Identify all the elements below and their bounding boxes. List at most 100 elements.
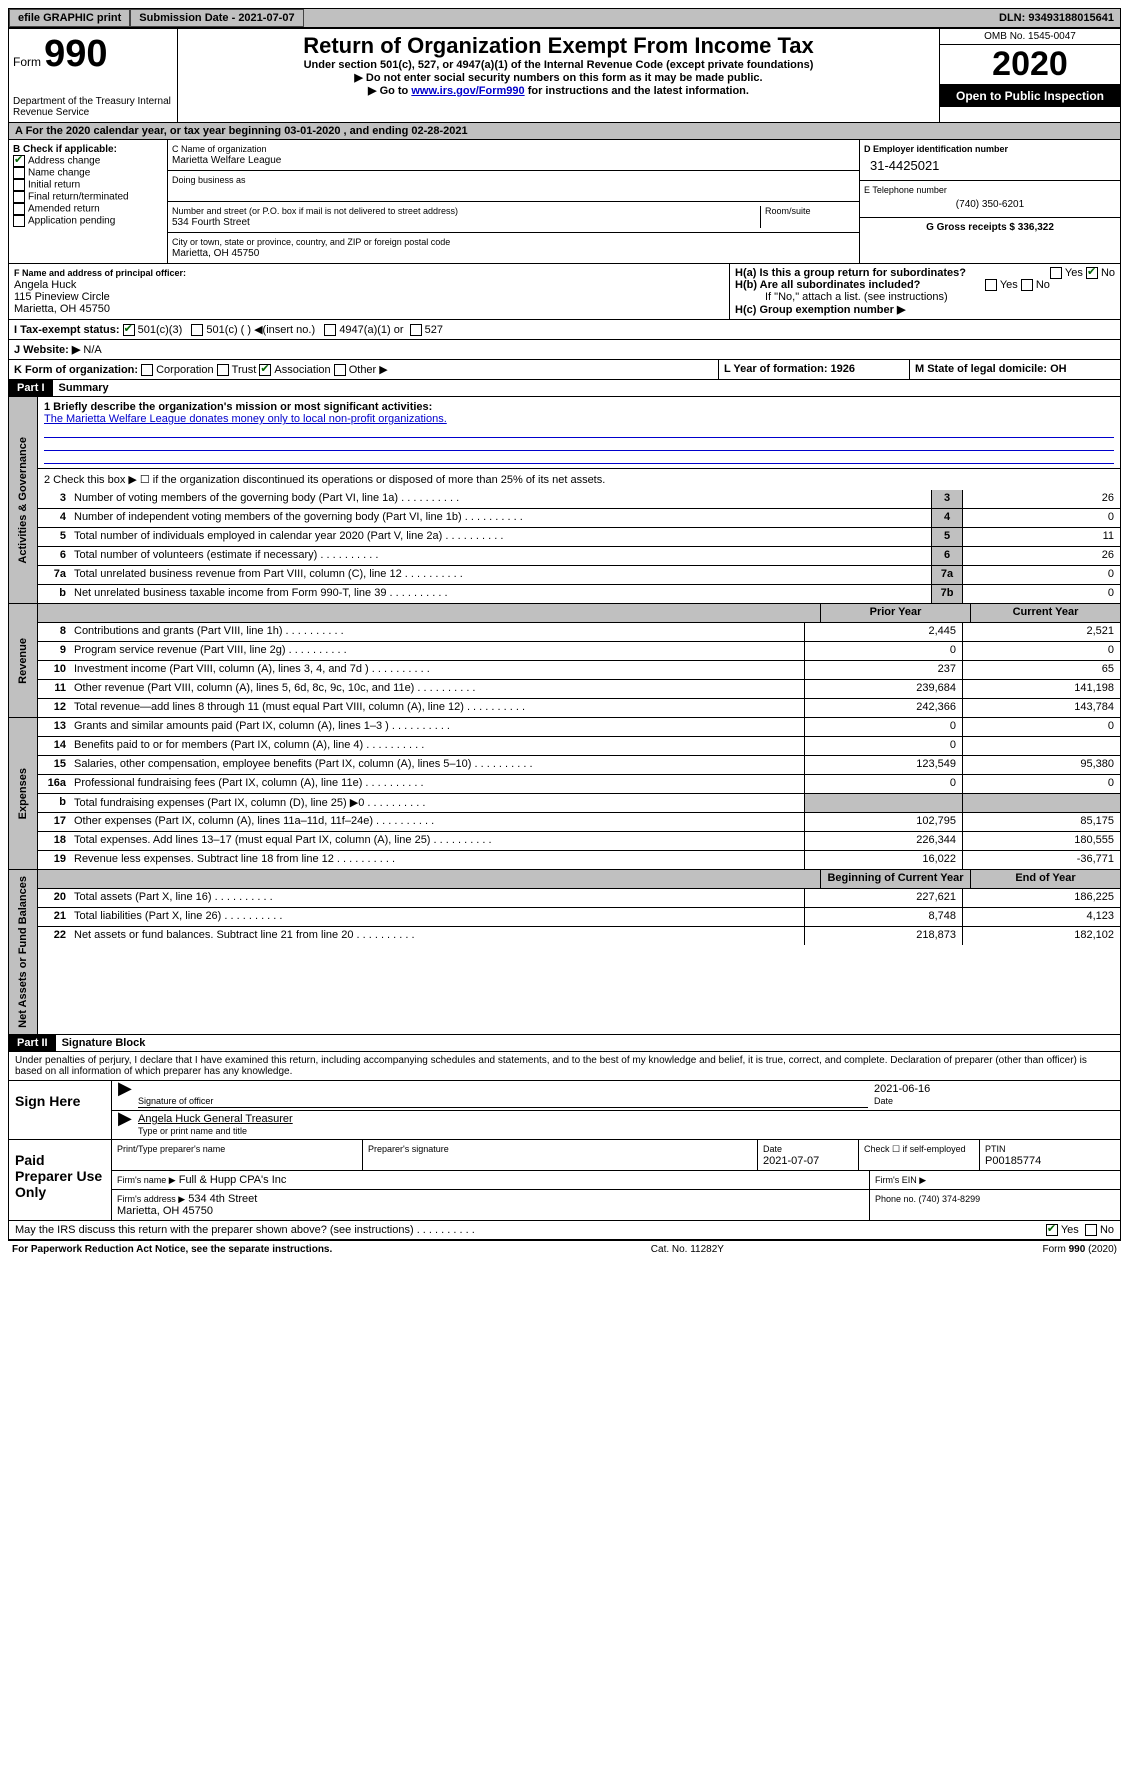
- current-year-header: Current Year: [970, 604, 1120, 622]
- form-subtitle: Under section 501(c), 527, or 4947(a)(1)…: [182, 59, 935, 71]
- i-4947[interactable]: [324, 324, 336, 336]
- hb-note: If "No," attach a list. (see instruction…: [735, 291, 1115, 303]
- k-trust[interactable]: [217, 364, 229, 376]
- discuss-yes[interactable]: [1046, 1224, 1058, 1236]
- website-value: N/A: [83, 344, 101, 356]
- city-state-zip: Marietta, OH 45750: [172, 248, 259, 259]
- summary-governance: Activities & Governance 1 Briefly descri…: [9, 397, 1120, 604]
- l-year-formation: L Year of formation: 1926: [724, 363, 855, 375]
- firm-name: Full & Hupp CPA's Inc: [179, 1174, 287, 1186]
- section-j: J Website: ▶ N/A: [9, 340, 1120, 360]
- checkbox-amended[interactable]: [13, 203, 25, 215]
- city-label: City or town, state or province, country…: [172, 237, 450, 247]
- org-name: Marietta Welfare League: [172, 155, 281, 166]
- c-name-label: C Name of organization: [172, 144, 267, 154]
- section-bcde: B Check if applicable: Address change Na…: [9, 140, 1120, 264]
- k-corp[interactable]: [141, 364, 153, 376]
- open-inspection: Open to Public Inspection: [940, 85, 1120, 107]
- mission-text: The Marietta Welfare League donates mone…: [44, 413, 447, 425]
- omb-number: OMB No. 1545-0047: [940, 29, 1120, 45]
- topbar: efile GRAPHIC print Submission Date - 20…: [8, 8, 1121, 28]
- prior-year-header: Prior Year: [820, 604, 970, 622]
- phone-value: (740) 350-6201: [864, 196, 1116, 213]
- i-527[interactable]: [410, 324, 422, 336]
- efile-button[interactable]: efile GRAPHIC print: [9, 9, 130, 27]
- part2-title: Signature Block: [56, 1037, 146, 1049]
- form-header: Form 990 Department of the Treasury Inte…: [9, 29, 1120, 123]
- hb-no[interactable]: [1021, 279, 1033, 291]
- summary-netassets: Net Assets or Fund Balances Beginning of…: [9, 870, 1120, 1035]
- instr-goto: ▶ Go to www.irs.gov/Form990 for instruct…: [182, 84, 935, 97]
- part2-badge: Part II: [9, 1035, 56, 1051]
- vlabel-netassets: Net Assets or Fund Balances: [15, 870, 31, 1034]
- dept-label: Department of the Treasury Internal Reve…: [13, 96, 173, 118]
- section-fh: F Name and address of principal officer:…: [9, 264, 1120, 320]
- ptin-value: P00185774: [985, 1155, 1041, 1167]
- eoy-header: End of Year: [970, 870, 1120, 888]
- i-501c3[interactable]: [123, 324, 135, 336]
- checkbox-final-return[interactable]: [13, 191, 25, 203]
- firm-phone: Phone no. (740) 374-8299: [875, 1194, 980, 1204]
- ha-label: H(a) Is this a group return for subordin…: [735, 267, 966, 279]
- checkbox-initial-return[interactable]: [13, 179, 25, 191]
- summary-expenses: Expenses 13Grants and similar amounts pa…: [9, 718, 1120, 870]
- instr-no-ssn: ▶ Do not enter social security numbers o…: [182, 71, 935, 84]
- part1-badge: Part I: [9, 380, 53, 396]
- officer-addr2: Marietta, OH 45750: [14, 303, 110, 315]
- prep-date: 2021-07-07: [763, 1155, 819, 1167]
- q2-text: 2 Check this box ▶ ☐ if the organization…: [38, 469, 1120, 490]
- vlabel-expenses: Expenses: [15, 762, 31, 825]
- form-title: Return of Organization Exempt From Incom…: [182, 33, 935, 59]
- part2-header-row: Part II Signature Block: [9, 1035, 1120, 1052]
- paid-prep-label: Paid Preparer Use Only: [9, 1140, 112, 1220]
- tax-year: 2020: [940, 45, 1120, 85]
- checkbox-address-change[interactable]: [13, 155, 25, 167]
- e-phone-label: E Telephone number: [864, 185, 947, 195]
- room-label: Room/suite: [765, 206, 811, 216]
- officer-addr1: 115 Pineview Circle: [14, 291, 110, 303]
- footer-right: Form 990 (2020): [1043, 1244, 1117, 1255]
- form-word: Form: [13, 55, 41, 69]
- hc-label: H(c) Group exemption number ▶: [735, 304, 905, 316]
- perjury-statement: Under penalties of perjury, I declare th…: [9, 1052, 1120, 1081]
- hb-yes[interactable]: [985, 279, 997, 291]
- q1-label: 1 Briefly describe the organization's mi…: [44, 401, 432, 413]
- i-501c[interactable]: [191, 324, 203, 336]
- ha-yes[interactable]: [1050, 267, 1062, 279]
- submission-date-button[interactable]: Submission Date - 2021-07-07: [130, 9, 303, 27]
- vlabel-governance: Activities & Governance: [15, 431, 31, 570]
- col-b-checkboxes: B Check if applicable: Address change Na…: [9, 140, 168, 263]
- vlabel-revenue: Revenue: [15, 632, 31, 690]
- sig-date1: 2021-06-16: [874, 1083, 930, 1095]
- discuss-row: May the IRS discuss this return with the…: [9, 1221, 1120, 1240]
- part1-header-row: Part I Summary: [9, 380, 1120, 397]
- checkbox-application-pending[interactable]: [13, 215, 25, 227]
- discuss-no[interactable]: [1085, 1224, 1097, 1236]
- firm-ein-label: Firm's EIN ▶: [875, 1175, 926, 1185]
- page-footer: For Paperwork Reduction Act Notice, see …: [8, 1241, 1121, 1258]
- ha-no[interactable]: [1086, 267, 1098, 279]
- self-employed-check[interactable]: Check ☐ if self-employed: [864, 1144, 966, 1154]
- footer-left: For Paperwork Reduction Act Notice, see …: [12, 1244, 332, 1255]
- form-number: 990: [44, 33, 107, 75]
- dba-label: Doing business as: [172, 175, 246, 185]
- bcy-header: Beginning of Current Year: [820, 870, 970, 888]
- hb-label: H(b) Are all subordinates included?: [735, 279, 920, 291]
- street-address: 534 Fourth Street: [172, 217, 250, 228]
- checkbox-name-change[interactable]: [13, 167, 25, 179]
- row-a-tax-year: A For the 2020 calendar year, or tax yea…: [9, 123, 1120, 140]
- section-i: I Tax-exempt status: 501(c)(3) 501(c) ( …: [9, 320, 1120, 340]
- k-assoc[interactable]: [259, 364, 271, 376]
- form-container: Form 990 Department of the Treasury Inte…: [8, 28, 1121, 1241]
- summary-revenue: Revenue Prior YearCurrent Year 8Contribu…: [9, 604, 1120, 718]
- k-other[interactable]: [334, 364, 346, 376]
- ein-value: 31-4425021: [864, 155, 1116, 176]
- paid-preparer-section: Paid Preparer Use Only Print/Type prepar…: [9, 1140, 1120, 1221]
- part1-title: Summary: [53, 382, 109, 394]
- sig-officer-label: Signature of officer: [138, 1096, 213, 1106]
- irs-link[interactable]: www.irs.gov/Form990: [411, 85, 524, 97]
- f-officer-label: F Name and address of principal officer:: [14, 268, 186, 278]
- sign-here-section: Sign Here ▶ Signature of officer 2021-06…: [9, 1081, 1120, 1140]
- addr-label: Number and street (or P.O. box if mail i…: [172, 206, 458, 216]
- section-klm: K Form of organization: Corporation Trus…: [9, 360, 1120, 380]
